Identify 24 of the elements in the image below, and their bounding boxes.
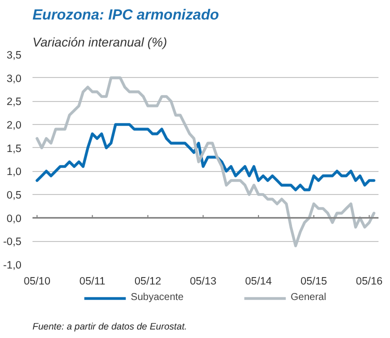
y-tick-label: 3,5 xyxy=(6,50,22,62)
legend-label: General xyxy=(290,292,326,303)
x-tick-label: 05/12 xyxy=(134,276,162,288)
x-tick-label: 05/15 xyxy=(300,276,328,288)
x-tick-label: 05/11 xyxy=(79,276,106,288)
y-tick-label: 3,0 xyxy=(6,72,22,85)
x-tick-label: 05/13 xyxy=(190,276,217,288)
x-tick-label: 05/16 xyxy=(356,276,383,288)
y-tick-label: 0,5 xyxy=(6,190,22,202)
x-tick-label: 05/14 xyxy=(245,276,272,288)
y-tick-label: -1,0 xyxy=(3,260,22,272)
chart-title: Eurozona: IPC armonizado xyxy=(32,8,220,24)
y-tick-label: 1,0 xyxy=(6,166,22,178)
y-tick-label: -0,5 xyxy=(3,236,22,248)
y-tick-label: 2,0 xyxy=(6,120,22,132)
line-series xyxy=(36,123,376,192)
chart-subtitle: Variación interanual (%) xyxy=(32,36,168,50)
legend-label: Subyacente xyxy=(130,292,184,303)
y-tick-label: 2,5 xyxy=(6,96,22,108)
y-tick-label: 1,5 xyxy=(6,142,22,155)
y-tick-label: 0,0 xyxy=(6,212,22,225)
source-note: Fuente: a partir de datos de Eurostat. xyxy=(32,322,188,332)
x-tick-label: 05/10 xyxy=(24,276,50,288)
line-series xyxy=(36,76,376,248)
